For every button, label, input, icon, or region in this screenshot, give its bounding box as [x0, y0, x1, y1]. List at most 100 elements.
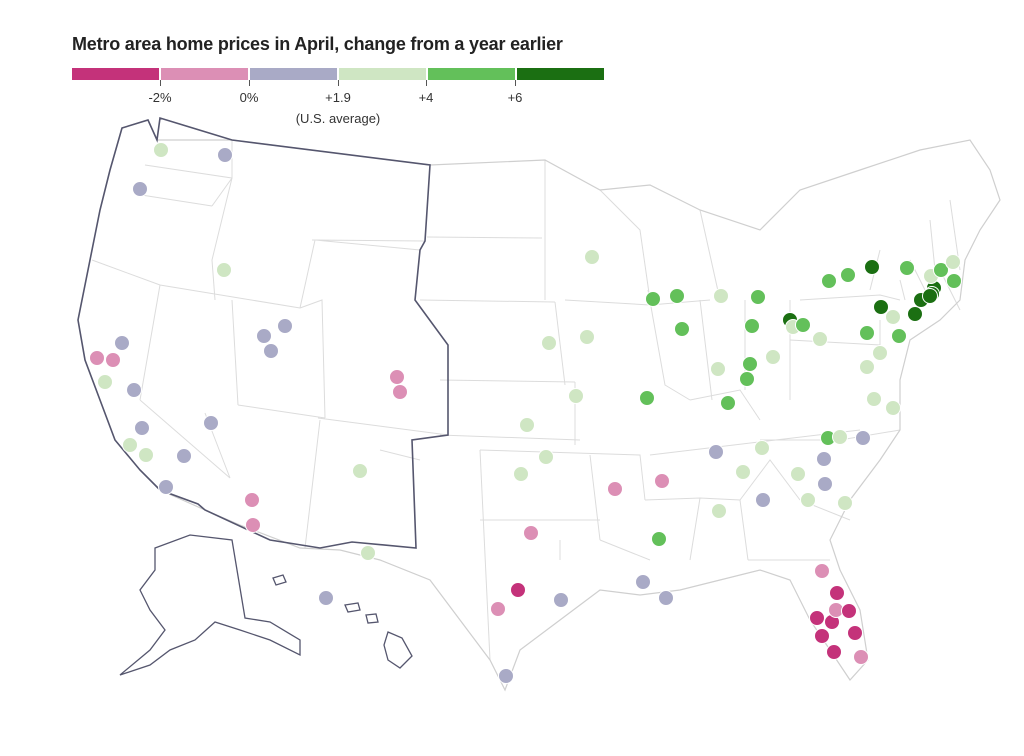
metro-dot[interactable]: Palm Bay [841, 603, 857, 619]
metro-dot[interactable]: Sarasota [814, 628, 830, 644]
metro-dot[interactable]: Charleston [837, 495, 853, 511]
metro-dot[interactable]: Jacksonville [814, 563, 830, 579]
metro-dot[interactable]: Baltimore [872, 345, 888, 361]
metro-dot[interactable]: Columbus [765, 349, 781, 365]
metro-dot[interactable]: New York [885, 309, 901, 325]
metro-dot[interactable]: Milwaukee [669, 288, 685, 304]
metro-dot[interactable]: Orlando [829, 585, 845, 601]
metro-dot[interactable]: Salt Lake 1 [277, 318, 293, 334]
metro-dot[interactable]: Omaha [541, 335, 557, 351]
metro-dot[interactable]: San Jose [97, 374, 113, 390]
metro-dot[interactable]: Grand Rapids [713, 288, 729, 304]
metro-dot[interactable]: Harrisburg [859, 325, 875, 341]
metro-dot[interactable]: Little Rock [607, 481, 623, 497]
metro-dot[interactable]: Buffalo [821, 273, 837, 289]
metro-dot[interactable]: Colorado Springs [392, 384, 408, 400]
metro-dot[interactable]: Trenton [922, 288, 938, 304]
metro-dot[interactable]: Port St. Lucie [847, 625, 863, 641]
legend-swatch-1 [72, 68, 159, 80]
metro-dot[interactable]: Jackson [651, 531, 667, 547]
metro-dot[interactable]: Pittsburgh [812, 331, 828, 347]
metro-dot[interactable]: Charlotte [817, 476, 833, 492]
metro-dot[interactable]: Wichita [519, 417, 535, 433]
metro-dot[interactable]: Boston [933, 262, 949, 278]
metro-dot[interactable]: El Paso [360, 545, 376, 561]
metro-dot[interactable]: SF Bay 2 [105, 352, 121, 368]
metro-dot[interactable]: Syracuse [864, 259, 880, 275]
metro-dot[interactable]: Chicago [674, 321, 690, 337]
metro-dot[interactable]: Los Angeles [138, 447, 154, 463]
metro-dot[interactable]: SF Bay 1 [89, 350, 105, 366]
metro-dot[interactable]: Portland ME [945, 254, 961, 270]
metro-dot[interactable]: Houston [553, 592, 569, 608]
legend-swatch-3 [250, 68, 337, 80]
metro-dot[interactable]: Huntsville [816, 451, 832, 467]
metro-dot[interactable]: Philadelphia [891, 328, 907, 344]
metro-dot[interactable]: Bridgeport [907, 306, 923, 322]
metro-dot[interactable]: Rochester [840, 267, 856, 283]
metro-dot[interactable]: St. Louis [639, 390, 655, 406]
metro-dot[interactable]: Virginia Beach [885, 400, 901, 416]
metro-dot[interactable]: Detroit [750, 289, 766, 305]
metro-dot[interactable]: Portland [132, 181, 148, 197]
metro-dot[interactable]: Phoenix [244, 492, 260, 508]
metro-dot[interactable]: Nashville [708, 444, 724, 460]
metro-dot[interactable]: Sacramento [114, 335, 130, 351]
state-borders [91, 140, 961, 661]
metro-dot[interactable]: Providence [946, 273, 962, 289]
metro-dot[interactable]: Atlanta [755, 492, 771, 508]
metro-dot[interactable]: Dayton [742, 356, 758, 372]
metro-dot[interactable]: Toledo [744, 318, 760, 334]
metro-dot[interactable]: Greenville [790, 466, 806, 482]
metro-dot[interactable]: Columbia [800, 492, 816, 508]
metro-dot[interactable]: Salt Lake 2 [256, 328, 272, 344]
metro-dot[interactable]: Tampa [809, 610, 825, 626]
metro-dot[interactable]: New Orleans [658, 590, 674, 606]
metro-dot[interactable]: Greensboro [855, 430, 871, 446]
metro-dot[interactable]: Tucson [245, 517, 261, 533]
legend-tick-label: +1.9 [325, 90, 351, 105]
legend-tick-mark [515, 80, 516, 86]
metro-dot[interactable]: Albuquerque [352, 463, 368, 479]
legend-tick-mark [338, 80, 339, 86]
metro-dot[interactable]: Kansas City [568, 388, 584, 404]
metro-dot[interactable]: Louisville [720, 395, 736, 411]
metro-dot[interactable]: Tulsa [538, 449, 554, 465]
metro-dot[interactable]: Fresno [126, 382, 142, 398]
metro-dot[interactable]: Santa Barbara [122, 437, 138, 453]
metro-dot[interactable]: San Antonio [490, 601, 506, 617]
metro-dot[interactable]: Richmond [866, 391, 882, 407]
metro-dot[interactable]: Minneapolis [584, 249, 600, 265]
metro-dot[interactable]: Denver [389, 369, 405, 385]
metro-dot[interactable]: Riverside [176, 448, 192, 464]
metro-dot[interactable]: Bakersfield [134, 420, 150, 436]
metro-dot[interactable]: Spokane [217, 147, 233, 163]
metro-dot[interactable]: Honolulu [318, 590, 334, 606]
metro-dot[interactable]: Chattanooga [735, 464, 751, 480]
metro-dot[interactable]: Dallas [523, 525, 539, 541]
metro-dot[interactable]: Austin [510, 582, 526, 598]
metro-dot[interactable]: Birmingham [711, 503, 727, 519]
metro-dot[interactable]: Las Vegas [203, 415, 219, 431]
metro-dot[interactable]: Provo [263, 343, 279, 359]
metro-dot[interactable]: McAllen [498, 668, 514, 684]
metro-dot[interactable]: Allentown [873, 299, 889, 315]
metro-dot[interactable]: Knoxville [754, 440, 770, 456]
metro-dot[interactable]: Cape Coral [826, 644, 842, 660]
hawaii-outline [272, 574, 413, 669]
metro-dot[interactable]: Oklahoma City [513, 466, 529, 482]
metro-dot[interactable]: Cincinnati [739, 371, 755, 387]
metro-dot[interactable]: Youngstown [795, 317, 811, 333]
metro-dot[interactable]: Seattle area 1 [153, 142, 169, 158]
metro-dot[interactable]: Memphis [654, 473, 670, 489]
metro-dot[interactable]: Indianapolis [710, 361, 726, 377]
metro-dot[interactable]: Des Moines [579, 329, 595, 345]
metro-dot[interactable]: Miami [853, 649, 869, 665]
metro-dot[interactable]: Baton Rouge [635, 574, 651, 590]
metro-dot[interactable]: Albany [899, 260, 915, 276]
metro-dot[interactable]: Boise [216, 262, 232, 278]
metro-dot[interactable]: Washington [859, 359, 875, 375]
metro-dot[interactable]: Madison [645, 291, 661, 307]
metro-dot[interactable]: San Diego [158, 479, 174, 495]
metro-dot[interactable]: Durham [832, 429, 848, 445]
